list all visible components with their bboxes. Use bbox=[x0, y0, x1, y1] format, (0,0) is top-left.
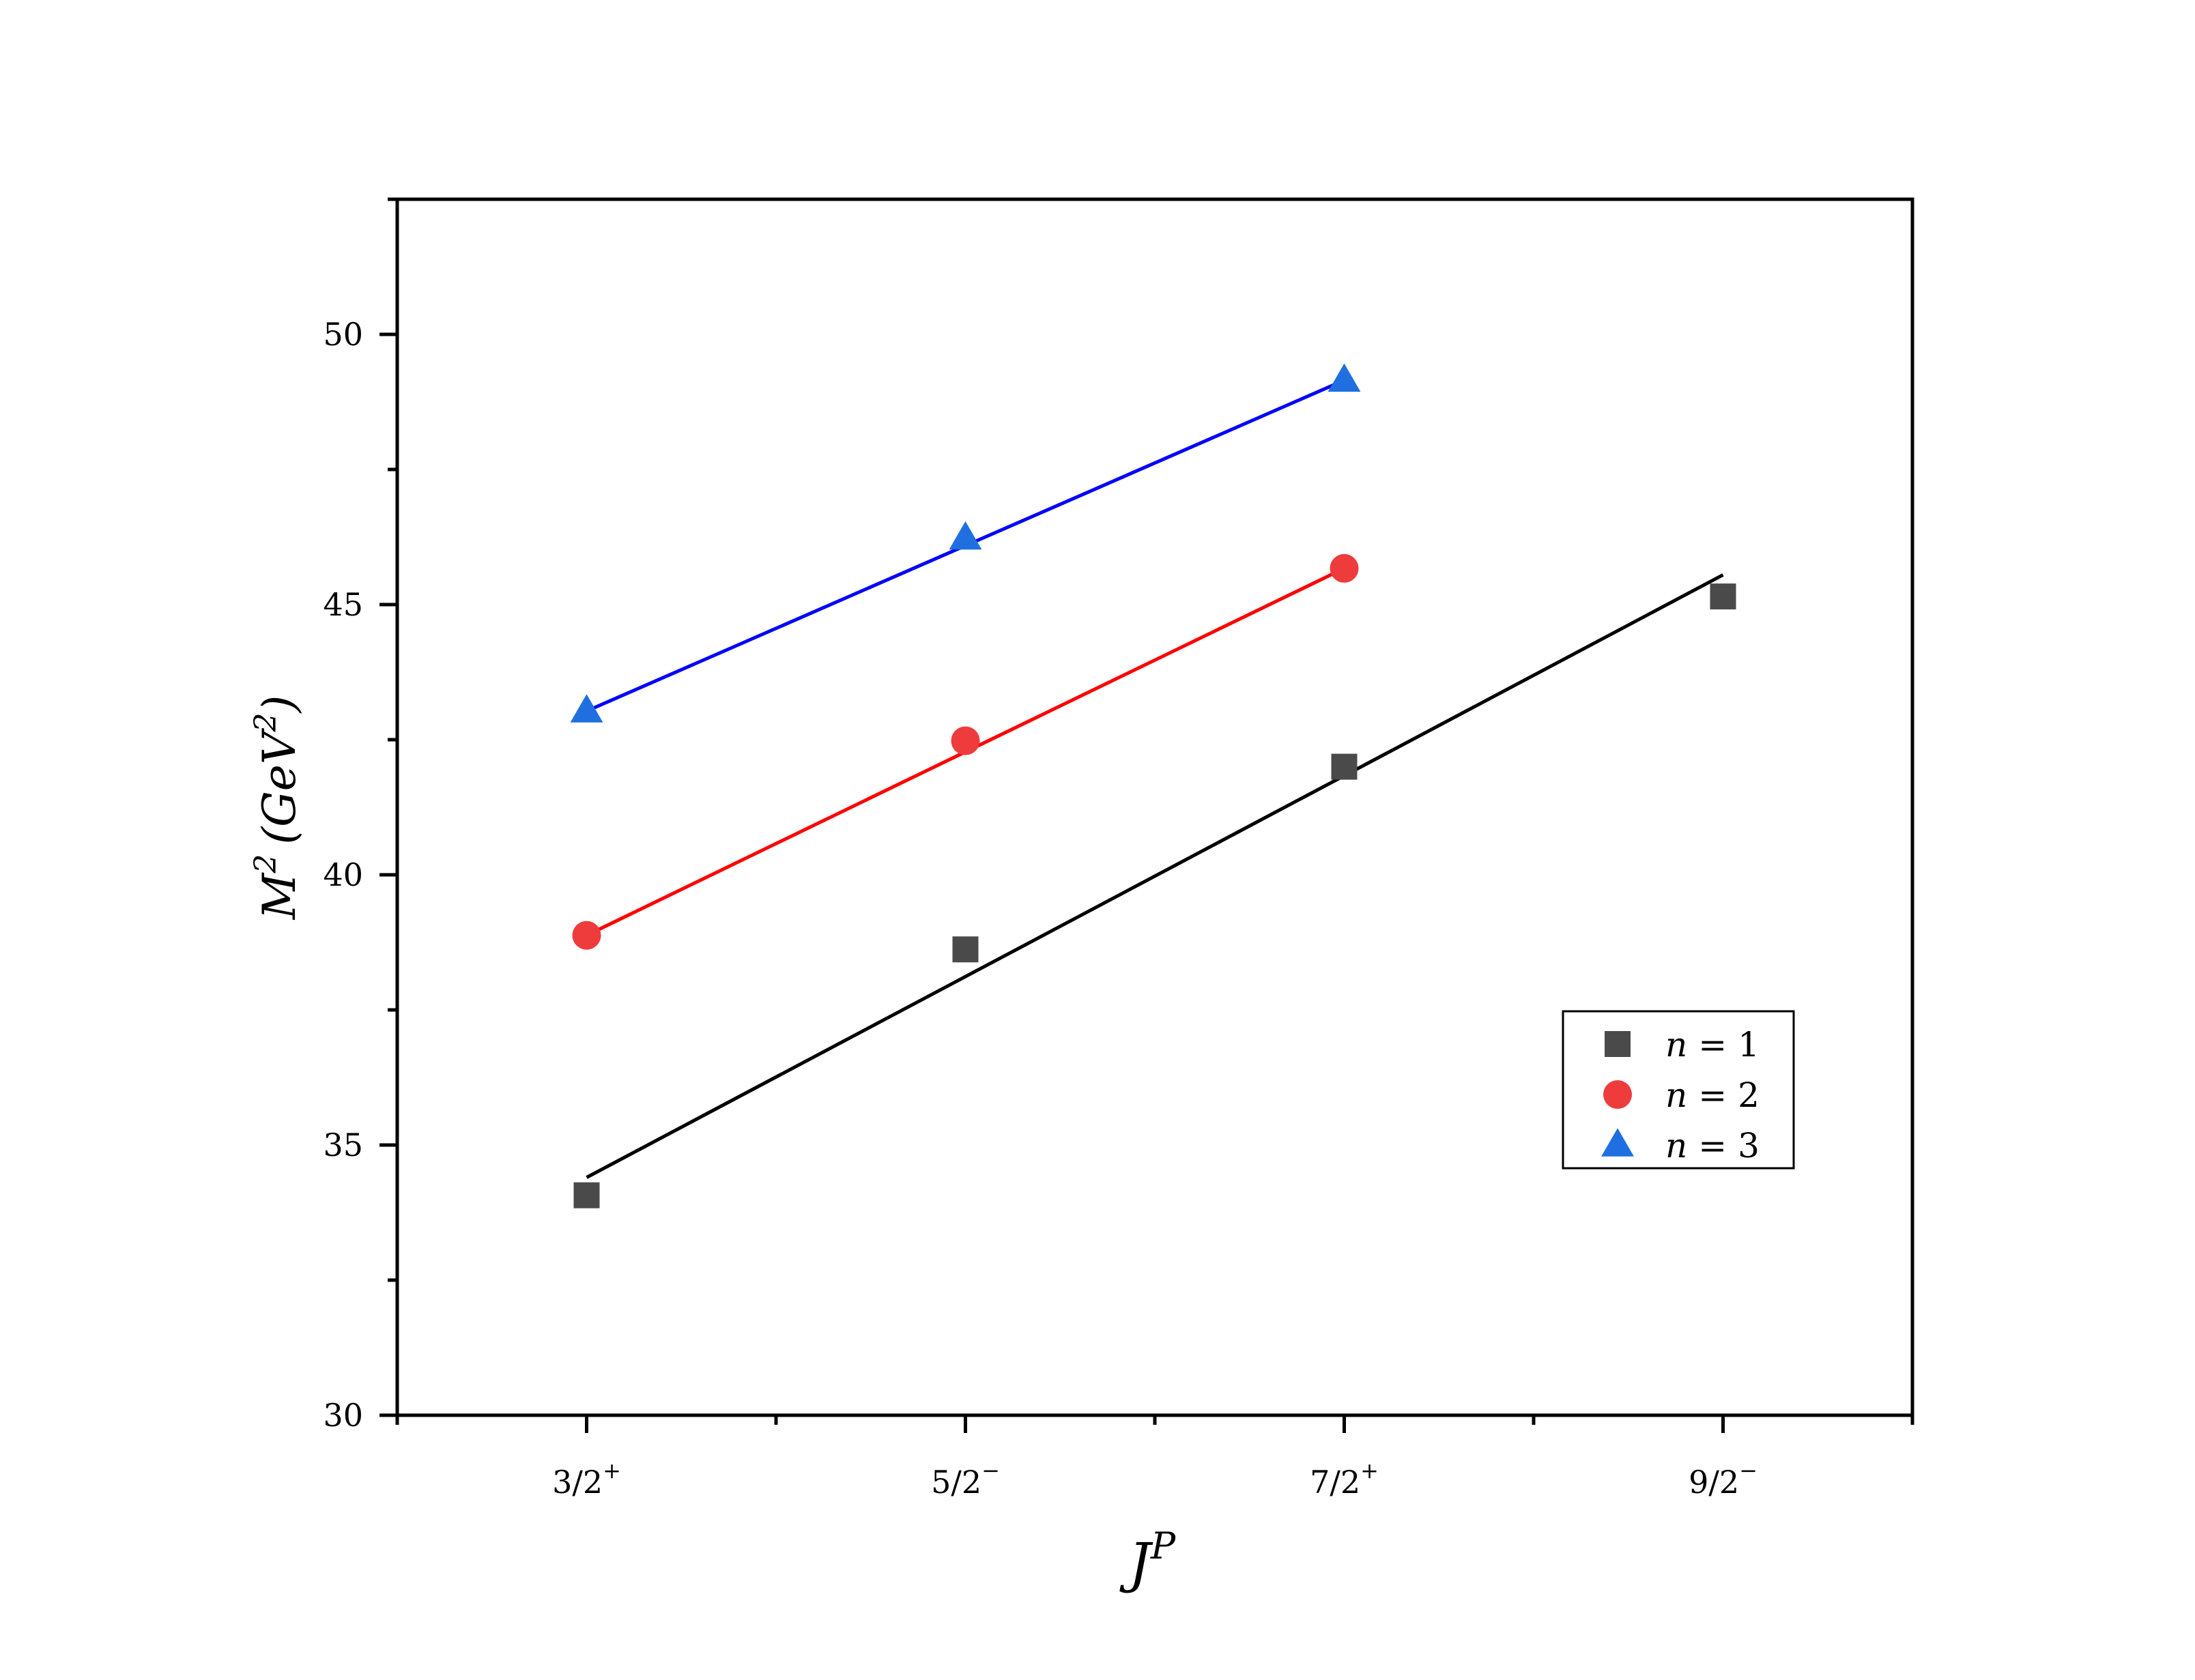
data-point-n1 bbox=[1331, 753, 1358, 780]
y-axis-title-unit: (GeV bbox=[253, 727, 306, 845]
legend: n = 1 n = 2 n = 3 bbox=[1562, 1010, 1795, 1170]
y-axis-title-sup: 2 bbox=[248, 854, 283, 874]
legend-marker-n3 bbox=[1601, 1128, 1634, 1157]
x-axis-title-sup: P bbox=[1150, 1524, 1177, 1567]
legend-marker-n2 bbox=[1603, 1080, 1632, 1109]
x-axis-title-main: J bbox=[1119, 1531, 1153, 1595]
x-tick-label: 7/2+ bbox=[1310, 1458, 1379, 1501]
data-point-n2 bbox=[951, 726, 980, 755]
fit-line-n1 bbox=[586, 573, 1724, 1179]
data-point-n2 bbox=[1330, 553, 1359, 583]
x-axis-title: JP bbox=[1119, 1524, 1177, 1595]
x-axis-ticks: 3/2+ 5/2− 7/2+ 9/2− bbox=[395, 1415, 1914, 1501]
y-tick-label: 45 bbox=[323, 586, 363, 623]
y-axis-title-unit-close: ) bbox=[253, 695, 306, 714]
x-tick-label: 3/2+ bbox=[552, 1458, 621, 1501]
data-point-n3 bbox=[949, 521, 982, 550]
x-tick-label: 5/2− bbox=[931, 1458, 1000, 1501]
legend-label-n2: n = 2 bbox=[1665, 1075, 1760, 1115]
data-point-n1 bbox=[573, 1182, 600, 1208]
data-point-n3 bbox=[570, 694, 603, 723]
legend-marker-n1 bbox=[1605, 1031, 1631, 1057]
plot-frame bbox=[395, 197, 1914, 1417]
y-axis-ticks: 30 35 40 45 50 bbox=[323, 197, 397, 1434]
y-axis-title: M2(GeV2) bbox=[248, 695, 306, 921]
y-tick-label: 50 bbox=[323, 316, 363, 353]
y-axis-title-unit-sup: 2 bbox=[248, 712, 283, 732]
x-tick-label: 9/2− bbox=[1689, 1458, 1758, 1501]
fit-lines bbox=[586, 379, 1724, 1179]
data-point-n3 bbox=[1328, 363, 1361, 392]
data-point-n1 bbox=[1710, 583, 1736, 610]
y-tick-label: 35 bbox=[323, 1127, 363, 1163]
data-points bbox=[570, 363, 1736, 1208]
legend-label-n3: n = 3 bbox=[1665, 1126, 1760, 1165]
legend-box bbox=[1562, 1010, 1795, 1170]
legend-label-n1: n = 1 bbox=[1665, 1025, 1760, 1065]
y-axis-title-main: M bbox=[253, 872, 306, 920]
data-point-n2 bbox=[572, 921, 601, 950]
data-point-n1 bbox=[952, 936, 979, 963]
y-tick-label: 30 bbox=[323, 1397, 363, 1434]
y-tick-label: 40 bbox=[323, 856, 363, 893]
